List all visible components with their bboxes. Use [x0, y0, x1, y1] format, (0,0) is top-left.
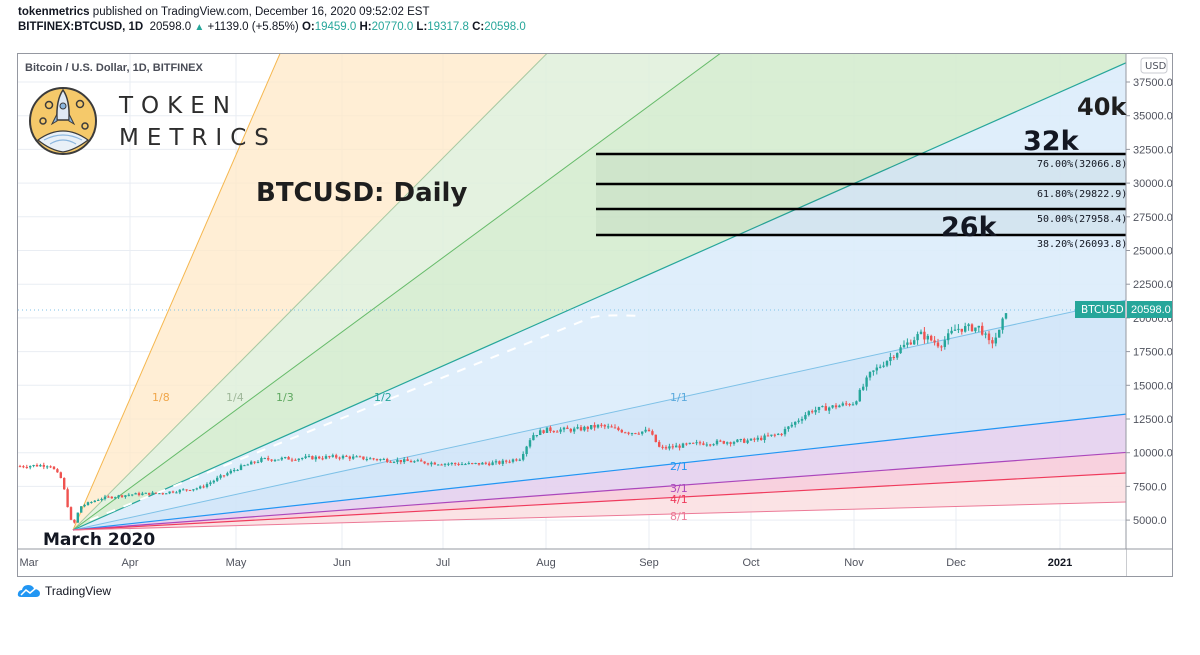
published-text: published on TradingView.com, December 1… [92, 6, 430, 18]
y-tick: 25000.0 [1133, 246, 1173, 258]
x-tick: Jul [436, 557, 450, 569]
projection-dashed-line[interactable] [89, 314, 641, 521]
token-metrics-logo: TOKEN METRICS [29, 87, 277, 155]
gann-fan[interactable] [72, 0, 1200, 531]
gann-label-2-1: 2/1 [670, 460, 688, 473]
series-title: Bitcoin / U.S. Dollar, 1D, BITFINEX [25, 62, 204, 74]
x-tick: Sep [639, 557, 659, 569]
symbol-info: BITFINEX:BTCUSD, 1D 20598.0 ▲ +1139.0 (+… [18, 21, 526, 33]
open-value: 19459.0 [314, 21, 357, 33]
open-label: O: [301, 21, 315, 33]
price-tag-value: 20598.0 [1131, 304, 1171, 316]
annotation-32k[interactable]: 32k [1023, 126, 1080, 157]
annotation-26k[interactable]: 26k [941, 212, 998, 243]
symbol-tag-label: BTCUSD [1081, 304, 1124, 316]
annotation-40k[interactable]: 40k [1077, 93, 1127, 121]
x-tick: May [226, 557, 247, 569]
x-tick: Jun [333, 557, 351, 569]
gann-label-1-8: 1/8 [152, 391, 170, 404]
rocket-moon-icon [29, 87, 97, 155]
close-label: C: [472, 21, 485, 33]
annotation-title[interactable]: BTCUSD: Daily [256, 178, 467, 208]
x-tick: Dec [946, 557, 966, 569]
gann-label-1-2: 1/2 [374, 391, 392, 404]
tradingview-cloud-icon [17, 585, 40, 597]
y-tick: 32500.0 [1133, 144, 1173, 156]
high-value: 20770.0 [371, 21, 414, 33]
gann-label-3-1: 3/1 [670, 482, 688, 495]
price-change: +1139.0 (+5.85%) [207, 21, 299, 33]
up-arrow-icon: ▲ [194, 22, 205, 33]
x-tick: Apr [121, 557, 138, 569]
x-tick: Mar [20, 557, 39, 569]
fib-label-61-8: 61.80%(29822.9) [1037, 189, 1127, 200]
fibonacci-levels[interactable]: 76.00%(32066.8) 61.80%(29822.9) 50.00%(2… [596, 152, 1127, 250]
x-tick: Nov [844, 557, 864, 569]
x-tick-year: 2021 [1048, 557, 1072, 569]
fib-label-76: 76.00%(32066.8) [1037, 159, 1127, 170]
gann-label-1-3: 1/3 [276, 391, 294, 404]
y-tick: 22500.0 [1133, 279, 1173, 291]
y-tick: 12500.0 [1133, 414, 1173, 426]
y-tick: 37500.0 [1133, 77, 1173, 89]
price-axis[interactable]: 37500.0 35000.0 32500.0 30000.0 27500.0 … [1126, 77, 1173, 527]
y-tick: 7500.0 [1133, 481, 1167, 493]
candlestick-series[interactable] [18, 313, 1008, 524]
logo-text-token: TOKEN [118, 93, 238, 119]
y-tick: 30000.0 [1133, 178, 1173, 190]
publisher-name[interactable]: tokenmetrics [18, 6, 90, 18]
publish-info: tokenmetrics published on TradingView.co… [18, 6, 430, 18]
y-tick: 5000.0 [1133, 515, 1167, 527]
y-tick: 27500.0 [1133, 212, 1173, 224]
tradingview-footer[interactable]: TradingView [17, 584, 111, 598]
low-value: 19317.8 [427, 21, 469, 33]
symbol-line: BITFINEX:BTCUSD, 1D [18, 21, 144, 33]
gann-label-1-1: 1/1 [670, 391, 688, 404]
logo-text-metrics: METRICS [119, 125, 277, 151]
low-label: L: [416, 21, 428, 33]
y-tick: 35000.0 [1133, 111, 1173, 123]
gann-label-8-1: 8/1 [670, 510, 688, 523]
gann-labels: 1/8 1/4 1/3 1/2 1/1 2/1 3/1 4/1 8/1 [152, 391, 688, 523]
last-price: 20598.0 [149, 21, 192, 33]
annotation-march-2020[interactable]: March 2020 [43, 530, 155, 550]
time-axis[interactable]: Mar Apr May Jun Jul Aug Sep Oct Nov Dec … [20, 557, 1073, 569]
y-tick: 17500.0 [1133, 347, 1173, 359]
y-tick: 15000.0 [1133, 380, 1173, 392]
fib-label-50: 50.00%(27958.4) [1037, 214, 1127, 225]
tradingview-brand: TradingView [45, 584, 112, 598]
symbol-tag [1075, 301, 1125, 318]
price-tag [1127, 301, 1172, 318]
fib-label-38-2: 38.20%(26093.8) [1037, 239, 1127, 250]
close-value: 20598.0 [484, 21, 526, 33]
gann-label-1-4: 1/4 [226, 391, 244, 404]
chart-frame [17, 53, 1173, 577]
currency-label: USD [1145, 61, 1167, 72]
x-tick: Oct [742, 557, 759, 569]
x-tick: Aug [536, 557, 556, 569]
gann-label-4-1: 4/1 [670, 493, 688, 506]
y-tick: 10000.0 [1133, 448, 1173, 460]
high-label: H: [359, 21, 372, 33]
currency-button[interactable] [1140, 57, 1168, 74]
